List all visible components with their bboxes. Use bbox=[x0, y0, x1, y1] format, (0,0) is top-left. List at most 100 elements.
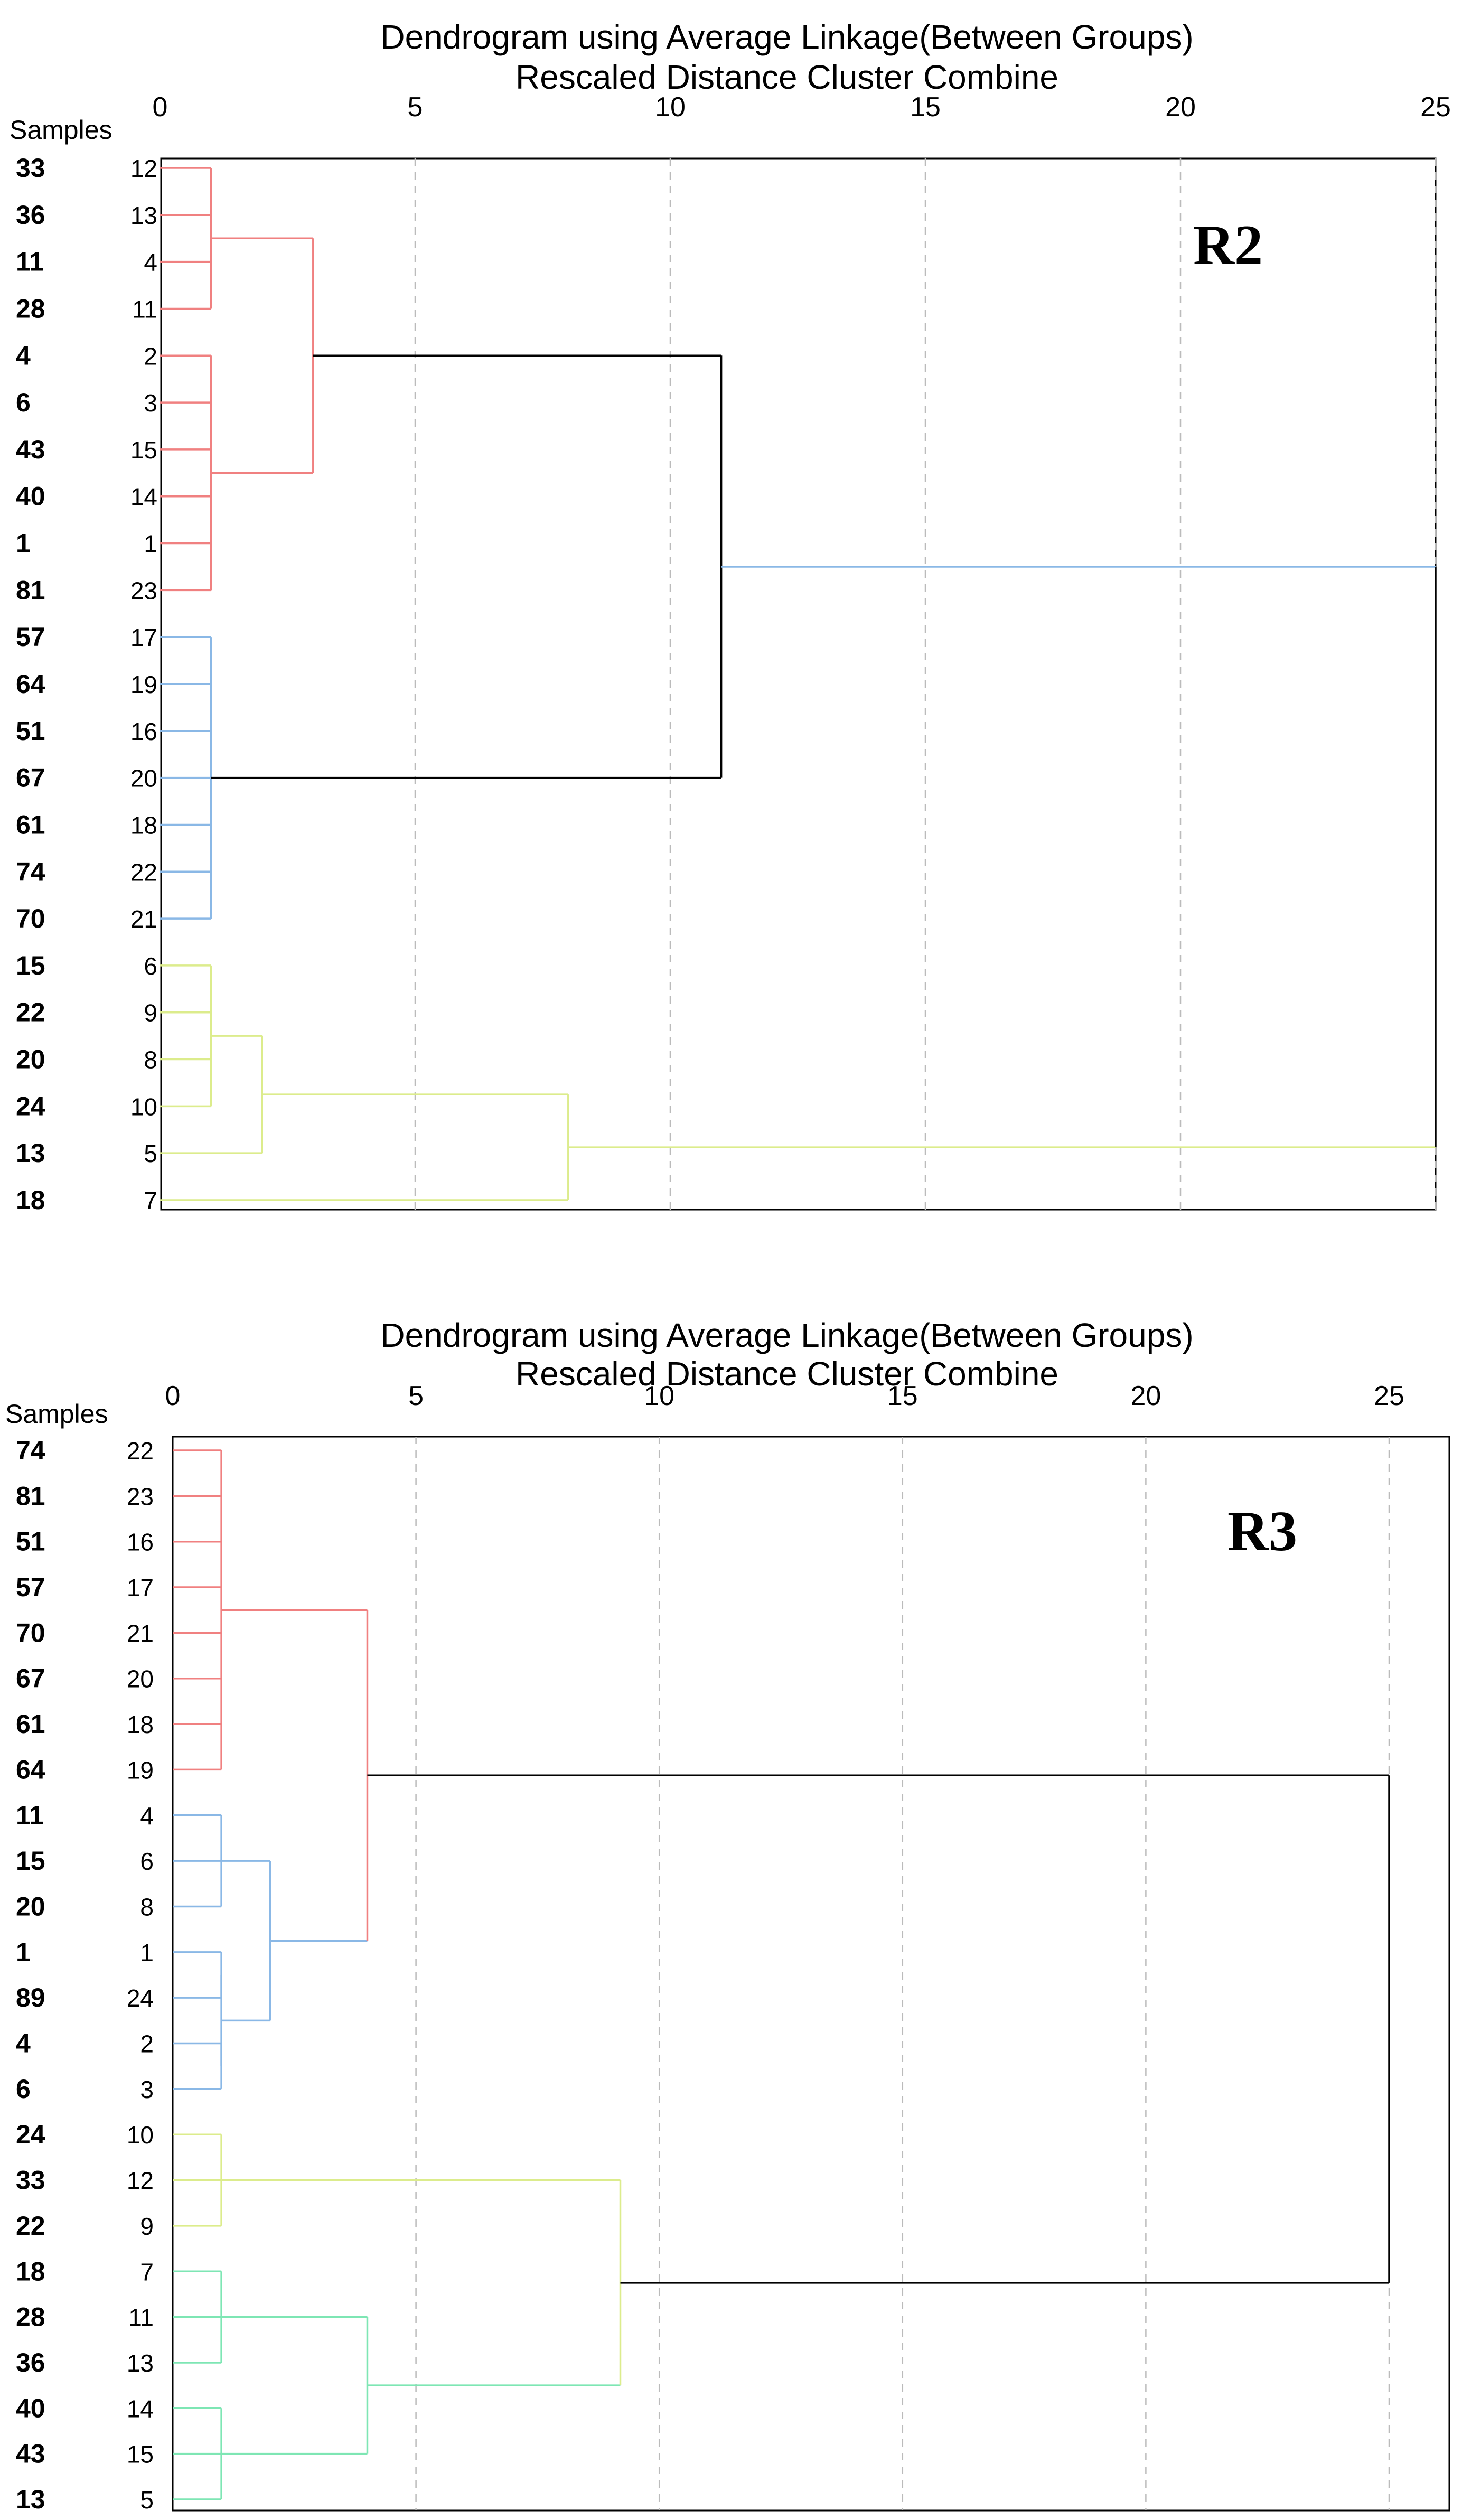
sample-label: 74 bbox=[16, 1436, 45, 1465]
case-label: 2 bbox=[144, 342, 157, 370]
case-label: 23 bbox=[127, 1483, 154, 1510]
case-label: 7 bbox=[144, 1187, 157, 1214]
sample-label: 4 bbox=[16, 341, 31, 370]
case-label: 21 bbox=[127, 1619, 154, 1647]
sample-label: 22 bbox=[16, 2211, 45, 2241]
x-tick-label: 25 bbox=[1420, 92, 1451, 123]
sample-label: 11 bbox=[16, 1801, 44, 1830]
sample-label: 89 bbox=[16, 1983, 45, 2012]
x-tick-label: 25 bbox=[1374, 1381, 1404, 1411]
sample-label: 13 bbox=[16, 2485, 45, 2514]
sample-label: 70 bbox=[16, 904, 45, 933]
case-label: 22 bbox=[127, 1437, 154, 1465]
plot-frame bbox=[160, 157, 1437, 1211]
sample-label: 1 bbox=[16, 1937, 31, 1967]
samples-header: Samples bbox=[10, 115, 113, 145]
case-label: 7 bbox=[140, 2258, 154, 2285]
x-tick-label: 0 bbox=[165, 1381, 181, 1411]
case-label: 5 bbox=[144, 1140, 157, 1167]
sample-label: 74 bbox=[16, 857, 45, 886]
case-label: 17 bbox=[127, 1574, 154, 1601]
sample-label: 28 bbox=[16, 294, 45, 323]
sample-label: 36 bbox=[16, 2348, 45, 2377]
case-label: 22 bbox=[130, 858, 157, 886]
case-label: 1 bbox=[144, 530, 157, 558]
sample-label: 11 bbox=[16, 247, 44, 277]
sample-label: 51 bbox=[16, 1527, 45, 1557]
chart-subtitle: Rescaled Distance Cluster Combine bbox=[516, 58, 1058, 96]
sample-label: 64 bbox=[16, 1755, 45, 1784]
case-label: 5 bbox=[140, 2486, 154, 2514]
sample-label: 51 bbox=[16, 716, 45, 746]
sample-label: 18 bbox=[16, 2256, 45, 2286]
case-label: 11 bbox=[128, 2304, 154, 2331]
case-label: 16 bbox=[130, 718, 157, 745]
sample-label: 24 bbox=[16, 2120, 45, 2149]
case-label: 3 bbox=[140, 2076, 154, 2103]
sample-label: 81 bbox=[16, 575, 45, 605]
sample-label: 22 bbox=[16, 998, 45, 1027]
case-label: 8 bbox=[144, 1046, 157, 1074]
plot-frame bbox=[172, 1436, 1450, 2512]
case-label: 10 bbox=[127, 2121, 154, 2149]
x-tick-label: 20 bbox=[1130, 1381, 1161, 1411]
case-label: 15 bbox=[130, 436, 157, 464]
case-label: 18 bbox=[127, 1711, 154, 1738]
dendrogram-r3: Dendrogram using Average Linkage(Between… bbox=[5, 1316, 1450, 2514]
case-label: 6 bbox=[144, 952, 157, 980]
case-label: 12 bbox=[130, 155, 157, 182]
sample-label: 81 bbox=[16, 1481, 45, 1511]
case-label: 17 bbox=[130, 624, 157, 651]
dendrogram-r2: Dendrogram using Average Linkage(Between… bbox=[10, 18, 1451, 1215]
sample-label: 20 bbox=[16, 1045, 45, 1074]
chart-title: Dendrogram using Average Linkage(Between… bbox=[380, 1316, 1193, 1354]
case-label: 15 bbox=[127, 2441, 154, 2468]
sample-label: 6 bbox=[16, 388, 31, 417]
sample-label: 40 bbox=[16, 482, 45, 511]
sample-label: 36 bbox=[16, 200, 45, 230]
case-label: 4 bbox=[140, 1802, 154, 1830]
case-label: 16 bbox=[127, 1529, 154, 1556]
case-label: 10 bbox=[130, 1093, 157, 1120]
sample-label: 40 bbox=[16, 2393, 45, 2423]
panel-label: R2 bbox=[1193, 214, 1263, 277]
x-tick-label: 10 bbox=[644, 1381, 674, 1411]
case-label: 2 bbox=[140, 2030, 154, 2058]
sample-label: 4 bbox=[16, 2029, 31, 2058]
sample-label: 13 bbox=[16, 1138, 45, 1168]
case-label: 18 bbox=[130, 811, 157, 839]
case-label: 19 bbox=[130, 671, 157, 698]
case-label: 8 bbox=[140, 1893, 154, 1921]
sample-label: 67 bbox=[16, 1664, 45, 1693]
case-label: 9 bbox=[140, 2213, 154, 2240]
chart-title: Dendrogram using Average Linkage(Between… bbox=[380, 18, 1193, 56]
sample-label: 33 bbox=[16, 2166, 45, 2195]
case-label: 14 bbox=[130, 483, 157, 511]
sample-label: 6 bbox=[16, 2074, 31, 2104]
case-label: 13 bbox=[127, 2349, 154, 2377]
x-tick-label: 15 bbox=[887, 1381, 918, 1411]
sample-label: 67 bbox=[16, 763, 45, 793]
case-label: 21 bbox=[130, 905, 157, 933]
case-label: 20 bbox=[130, 765, 157, 792]
chart-subtitle: Rescaled Distance Cluster Combine bbox=[516, 1355, 1058, 1393]
case-label: 9 bbox=[144, 999, 157, 1027]
x-tick-label: 5 bbox=[408, 1381, 424, 1411]
case-label: 19 bbox=[127, 1756, 154, 1784]
sample-label: 61 bbox=[16, 1709, 45, 1739]
case-label: 3 bbox=[144, 389, 157, 417]
sample-label: 33 bbox=[16, 153, 45, 183]
case-label: 24 bbox=[127, 1984, 154, 2012]
sample-label: 20 bbox=[16, 1891, 45, 1921]
case-label: 1 bbox=[140, 1939, 154, 1966]
case-label: 23 bbox=[130, 577, 157, 604]
sample-label: 57 bbox=[16, 1572, 45, 1602]
x-tick-label: 5 bbox=[408, 92, 423, 123]
case-label: 4 bbox=[144, 249, 157, 276]
x-tick-label: 15 bbox=[910, 92, 941, 123]
sample-label: 43 bbox=[16, 435, 45, 464]
case-label: 20 bbox=[127, 1665, 154, 1693]
case-label: 12 bbox=[127, 2167, 154, 2195]
case-label: 14 bbox=[127, 2395, 154, 2422]
